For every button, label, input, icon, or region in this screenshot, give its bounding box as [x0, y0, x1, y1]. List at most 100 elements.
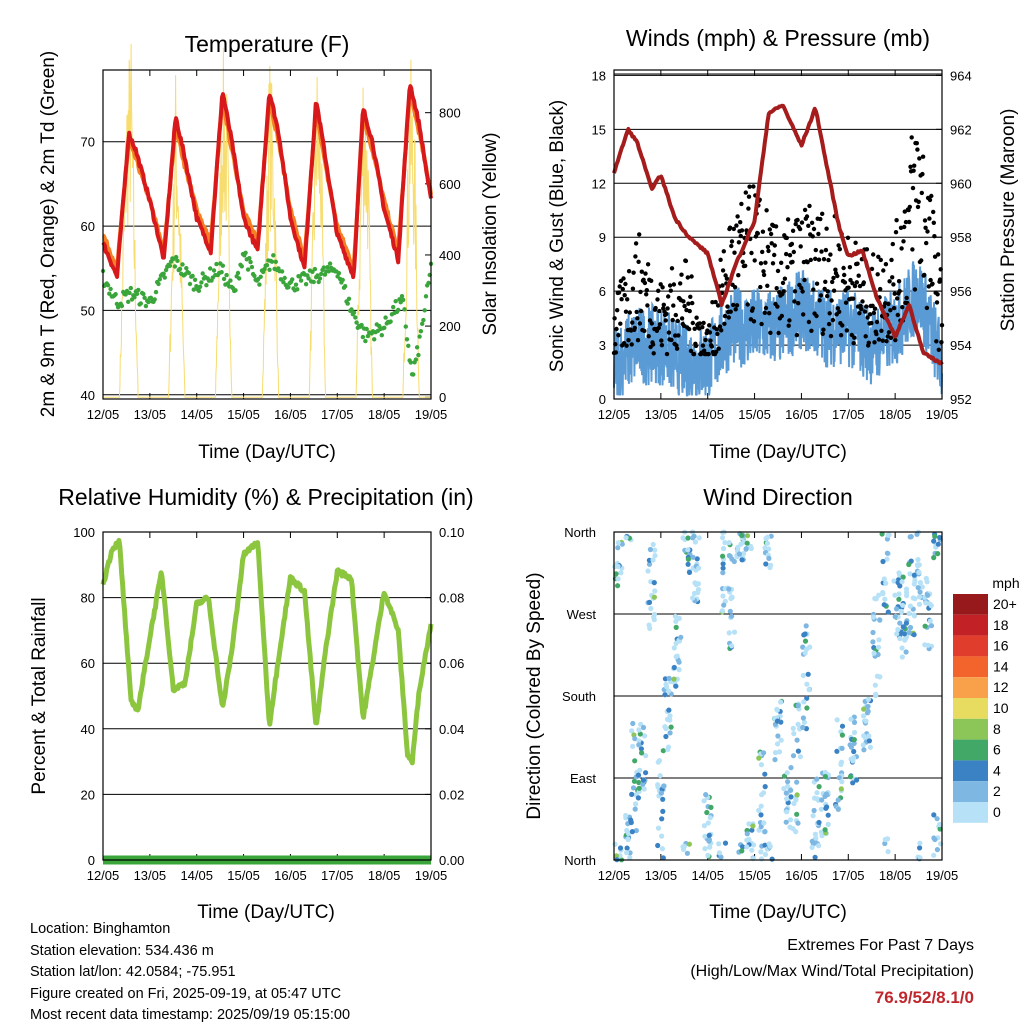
- direction-point: [892, 614, 898, 620]
- gust-point: [899, 246, 904, 251]
- direction-point: [721, 602, 727, 608]
- gust-point: [637, 321, 643, 326]
- gust-point: [775, 268, 781, 274]
- gust-point: [842, 272, 847, 278]
- direction-point: [744, 844, 750, 850]
- wind-title: Winds (mph) & Pressure (mb): [626, 25, 930, 51]
- direction-point: [720, 565, 726, 571]
- gust-point: [828, 252, 833, 257]
- direction-point: [876, 637, 882, 643]
- direction-point: [795, 721, 801, 728]
- gust-point: [872, 340, 877, 345]
- dewpoint-point: [290, 277, 295, 282]
- direction-point: [763, 535, 769, 542]
- direction-point: [686, 841, 693, 847]
- gust-point: [633, 241, 639, 246]
- gust-point: [818, 293, 824, 298]
- gust-point: [664, 311, 669, 317]
- gust-point: [830, 317, 836, 323]
- gust-point: [656, 325, 661, 331]
- gust-point: [854, 280, 859, 285]
- direction-point: [870, 614, 877, 620]
- gust-point: [900, 305, 905, 310]
- gust-point: [772, 243, 777, 248]
- direction-point: [744, 540, 750, 546]
- gust-point: [780, 280, 786, 286]
- direction-point: [696, 535, 702, 541]
- direction-point: [703, 792, 709, 798]
- dewpoint-point: [363, 338, 368, 344]
- gust-point: [714, 327, 719, 332]
- gust-point: [786, 323, 791, 328]
- gust-point: [702, 348, 707, 353]
- gust-point: [752, 258, 757, 263]
- wind-xtick-label: 15/05: [738, 407, 771, 422]
- direction-point: [877, 617, 883, 623]
- direction-point: [731, 558, 737, 565]
- dewpoint-point: [420, 321, 425, 326]
- direction-point: [825, 812, 831, 818]
- gust-point: [759, 321, 764, 327]
- rh-xtick-label: 19/05: [415, 868, 448, 883]
- direction-point: [617, 845, 624, 851]
- gust-point: [750, 306, 755, 311]
- dewpoint-point: [408, 360, 413, 365]
- gust-point: [685, 275, 690, 280]
- gust-point: [639, 269, 644, 274]
- direction-point: [636, 779, 642, 786]
- direction-point: [847, 774, 854, 780]
- dewpoint-point: [184, 266, 189, 271]
- direction-point: [791, 731, 797, 737]
- dewpoint-point: [113, 292, 118, 297]
- direction-point: [802, 631, 808, 637]
- direction-point: [645, 568, 651, 574]
- dewpoint-point: [105, 283, 111, 288]
- direction-point: [875, 644, 882, 650]
- temperature-xtick-label: 18/05: [368, 407, 401, 422]
- gust-point: [623, 281, 628, 287]
- dewpoint-point: [269, 259, 275, 264]
- direction-point: [758, 762, 765, 768]
- direction-point: [685, 556, 692, 562]
- temperature-xtick-label: 14/05: [180, 407, 213, 422]
- direction-point: [783, 819, 789, 825]
- direction-point: [721, 545, 727, 552]
- gust-point: [840, 323, 845, 328]
- rh-ytick-label: 80: [81, 591, 95, 606]
- gust-point: [893, 230, 899, 235]
- gust-point: [714, 349, 719, 354]
- direction-point: [647, 625, 653, 632]
- direction-point: [740, 844, 746, 850]
- direction-point: [615, 576, 621, 582]
- direction-point: [619, 541, 625, 547]
- direction-point: [899, 579, 905, 585]
- dewpoint-point: [267, 267, 272, 272]
- direction-point: [851, 737, 857, 743]
- gust-point: [623, 309, 629, 314]
- gust-point: [731, 226, 736, 232]
- gust-point: [852, 283, 858, 289]
- dewpoint-point: [187, 281, 193, 287]
- gust-point: [838, 333, 844, 338]
- direction-point: [673, 618, 679, 625]
- direction-point: [716, 850, 723, 856]
- gust-point: [657, 308, 662, 314]
- dewpoint-point: [343, 284, 348, 289]
- dewpoint-point: [319, 271, 324, 277]
- gust-point: [892, 291, 897, 296]
- gust-point: [638, 308, 644, 314]
- gust-point: [915, 204, 921, 210]
- gust-point: [636, 259, 641, 264]
- direction-point: [636, 785, 642, 791]
- legend-label: 20+: [993, 596, 1017, 612]
- direction-point: [774, 718, 781, 724]
- direction-point: [916, 569, 922, 576]
- direction-point: [854, 777, 860, 783]
- direction-point: [851, 748, 857, 755]
- direction-point: [812, 831, 819, 837]
- direction-point: [900, 574, 906, 580]
- gust-point: [890, 241, 895, 247]
- dewpoint-point: [295, 287, 300, 292]
- gust-point: [676, 333, 681, 338]
- dewpoint-point: [393, 299, 398, 304]
